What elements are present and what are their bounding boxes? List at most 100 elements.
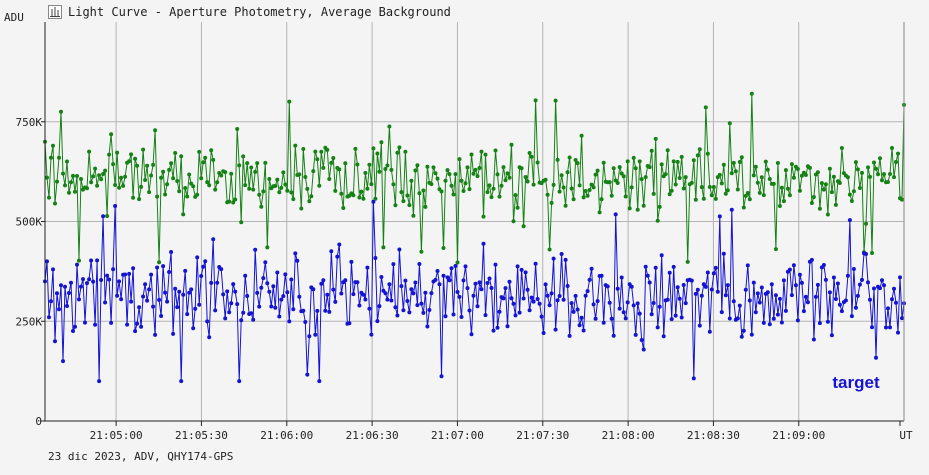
series-1-point	[411, 213, 416, 218]
target-point	[721, 251, 726, 256]
target-point	[497, 309, 502, 314]
target-point	[615, 286, 620, 291]
series-1-point	[97, 173, 102, 178]
series-1-point	[894, 160, 898, 164]
series-1-point	[153, 128, 158, 133]
target-point	[775, 312, 780, 317]
series-1-point	[309, 194, 314, 199]
target-point	[465, 286, 470, 291]
series-1-point	[281, 170, 286, 175]
series-1-point	[677, 176, 682, 180]
series-1-point	[791, 175, 796, 180]
series-1-point	[113, 183, 118, 187]
series-1-point	[529, 154, 534, 159]
series-1-point	[415, 163, 420, 168]
series-1-point	[589, 182, 594, 187]
series-1-point	[471, 171, 476, 176]
series-1-point	[393, 203, 398, 208]
target-point	[477, 280, 482, 285]
series-1-point	[607, 180, 612, 185]
series-1-point	[457, 157, 462, 162]
series-1-point	[75, 174, 79, 178]
series-1-point	[357, 195, 362, 200]
series-1-point	[247, 186, 252, 191]
target-point	[73, 324, 77, 329]
target-point	[389, 298, 394, 303]
x-tick-label: 21:05:30	[175, 429, 228, 442]
target-point	[461, 278, 466, 283]
series-1-point	[403, 149, 408, 154]
target-point	[269, 304, 274, 309]
series-1-point	[567, 155, 572, 160]
target-point	[245, 294, 250, 298]
series-1-point	[467, 187, 472, 192]
target-point	[587, 277, 592, 282]
series-1-point	[878, 156, 882, 161]
series-1-point	[629, 185, 634, 190]
series-1-point	[729, 171, 734, 176]
target-point	[377, 304, 382, 309]
series-1-point	[299, 206, 304, 211]
series-1-point	[737, 160, 742, 164]
series-1-point	[279, 185, 284, 190]
target-point	[105, 273, 110, 278]
target-point	[699, 293, 704, 298]
target-point	[521, 296, 526, 301]
target-point	[531, 299, 536, 304]
series-1-point	[143, 178, 148, 182]
target-point	[291, 307, 296, 312]
target-point	[169, 250, 174, 254]
series-1-point	[289, 190, 294, 195]
series-1-point	[803, 173, 808, 177]
series-1-point	[175, 179, 180, 183]
series-1-point	[681, 186, 686, 191]
target-point	[467, 308, 472, 313]
series-1-point	[191, 184, 196, 189]
target-point	[327, 309, 332, 314]
series-1-point	[627, 206, 632, 211]
target-point	[313, 332, 318, 337]
series-1-point	[409, 178, 414, 183]
target-point	[591, 302, 596, 307]
target-point	[805, 300, 810, 305]
series-1-point	[527, 151, 532, 155]
target-point	[823, 277, 828, 282]
series-1-point	[199, 176, 204, 181]
series-1-point	[886, 180, 890, 184]
target-point	[225, 289, 230, 294]
target-point	[525, 287, 530, 292]
target-point	[503, 286, 508, 291]
target-point	[637, 311, 642, 316]
target-point	[69, 280, 73, 285]
target-point	[575, 307, 580, 312]
series-1-point	[509, 142, 514, 147]
footer-info: 23 dic 2023, ADV, QHY174-GPS	[48, 450, 234, 463]
series-1-point	[643, 175, 648, 180]
target-point	[835, 281, 840, 286]
series-1-point	[373, 196, 378, 201]
series-1-point	[549, 200, 554, 205]
target-point	[107, 277, 112, 282]
series-1-point	[847, 192, 852, 197]
target-point	[537, 301, 542, 306]
x-tick-label: 21:08:00	[602, 429, 655, 442]
target-point	[133, 329, 138, 334]
target-point	[880, 278, 884, 283]
target-point	[773, 293, 778, 298]
target-point	[443, 314, 448, 319]
target-point	[509, 296, 514, 301]
target-point	[675, 285, 680, 290]
series-1-point	[890, 146, 894, 150]
target-point	[347, 321, 352, 326]
target-point	[707, 329, 712, 334]
target-point	[229, 301, 234, 306]
series-1-point	[721, 162, 726, 167]
target-point	[683, 301, 688, 306]
target-point	[735, 316, 740, 321]
target-point	[821, 263, 826, 267]
target-point	[265, 281, 270, 286]
series-1-point	[855, 167, 860, 172]
series-1-point	[731, 160, 736, 165]
target-point	[813, 294, 818, 299]
target-point	[870, 325, 874, 330]
